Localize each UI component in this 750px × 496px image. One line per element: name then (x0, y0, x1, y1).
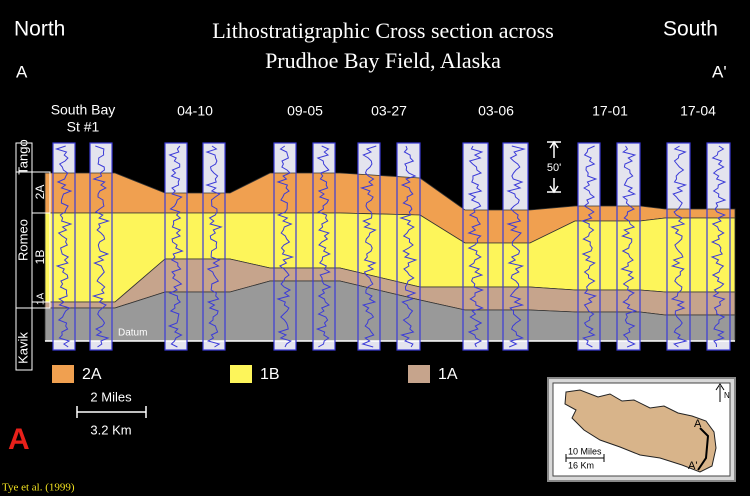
log-curve (620, 145, 638, 348)
well-label: South Bay (51, 102, 116, 118)
well-label: 09-05 (287, 103, 323, 119)
log-curve (467, 145, 485, 348)
inset-start: A (694, 418, 702, 430)
well-label: 17-04 (680, 103, 716, 119)
log-column-border (357, 142, 381, 351)
log-column-border (666, 142, 691, 351)
datum-label: Datum (118, 328, 147, 339)
citation: Tye et al. (1999) (2, 482, 75, 494)
inset-miles: 10 Miles (568, 446, 602, 456)
log-curve (205, 145, 223, 348)
log-column-border (52, 142, 76, 351)
log-curve (670, 145, 688, 348)
unit-label: 1A (36, 293, 47, 306)
well-label: 03-27 (371, 103, 407, 119)
log-column-border (312, 142, 336, 351)
log-curve (91, 145, 111, 348)
unit-label: 1B (33, 250, 47, 265)
well-label: 17-01 (592, 103, 628, 119)
vertical-scale-marker (547, 140, 561, 194)
legend-label: 1B (260, 366, 280, 383)
log-curve (167, 145, 184, 348)
log-column-border (577, 142, 601, 351)
well-label: 03-06 (478, 103, 514, 119)
log-curve (359, 145, 377, 348)
south-label: South (663, 18, 718, 41)
log-curve (315, 145, 332, 348)
legend-swatch (230, 365, 252, 383)
title-line: Prudhoe Bay Field, Alaska (265, 48, 501, 73)
formation-label: Tango (15, 139, 30, 174)
vertical-scale-label: 50' (547, 162, 561, 174)
scale-bar-km: 3.2 Km (90, 422, 131, 437)
legend-label: 2A (82, 366, 102, 383)
log-column-border (202, 142, 226, 351)
legend-swatch (52, 365, 74, 383)
inset-end: A' (688, 460, 697, 472)
log-curve (506, 145, 526, 348)
formation-label: Romeo (15, 219, 30, 261)
strat-column (15, 142, 51, 371)
log-column-border (616, 142, 641, 351)
log-curve (580, 145, 598, 348)
log-column-border (89, 142, 113, 351)
log-curve (399, 145, 418, 348)
log-column-border (164, 142, 188, 351)
section: Datum (44, 142, 736, 351)
point-a: A (16, 62, 28, 81)
point-a-prime: A' (712, 62, 727, 81)
log-column-border (273, 142, 297, 351)
figure-label: A (8, 423, 30, 456)
well-label: St #1 (67, 119, 100, 135)
inset-north: N (724, 391, 730, 400)
legend-swatch (408, 365, 430, 383)
log-curve (54, 145, 73, 348)
scale-bar (76, 406, 147, 418)
log-curve (276, 145, 295, 348)
log-curve (710, 145, 727, 348)
inset-km: 16 Km (568, 460, 594, 470)
well-label: 04-10 (177, 103, 213, 119)
inset-map (547, 377, 736, 482)
log-column-border (396, 142, 421, 351)
log-column-border (462, 142, 489, 351)
formation-label: Kavik (15, 332, 30, 364)
legend-label: 1A (438, 366, 458, 383)
log-column-border (502, 142, 529, 351)
log-column-border (706, 142, 731, 351)
title-line: Lithostratigraphic Cross section across (212, 18, 554, 43)
scale-bar-miles: 2 Miles (90, 389, 132, 404)
north-label: North (14, 18, 65, 41)
unit-label: 2A (33, 185, 47, 200)
